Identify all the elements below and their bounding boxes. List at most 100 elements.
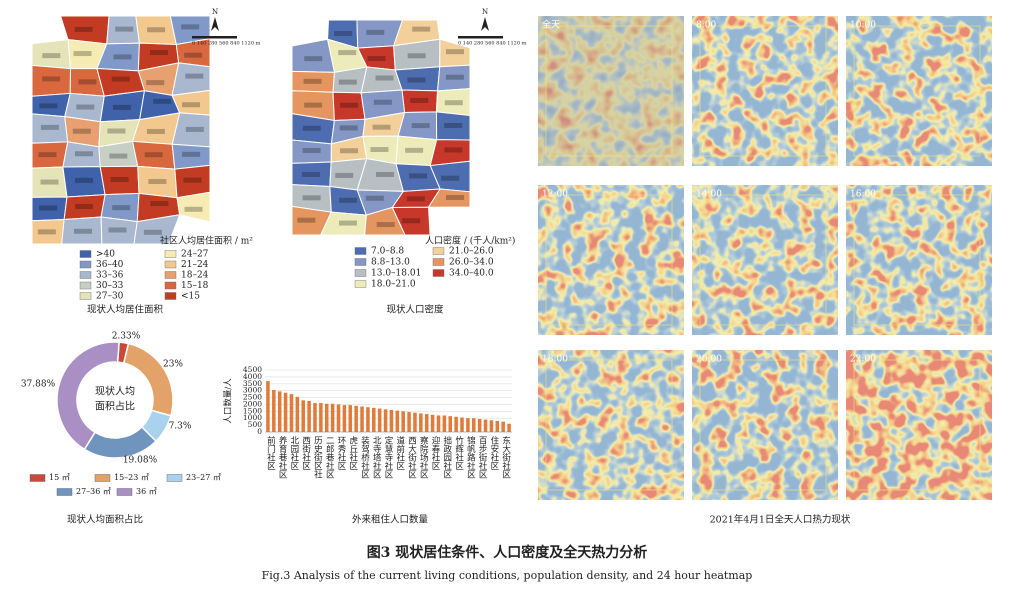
cell-label (445, 74, 464, 80)
cell-label (112, 104, 131, 110)
cell-label (365, 195, 384, 201)
legend-swatch (79, 260, 92, 269)
map-caption: 现状人均居住面积 (87, 304, 164, 316)
bar (436, 415, 441, 432)
y-tick-label: 1000 (243, 413, 262, 422)
cell-label (444, 100, 463, 106)
legend-swatch (354, 258, 367, 266)
bar (360, 406, 364, 432)
x-tick-label: 前门社区 (265, 435, 275, 470)
cell-label (75, 177, 94, 183)
legend-swatch (354, 269, 367, 277)
north-arrow (211, 17, 219, 31)
legend-swatch (432, 269, 445, 277)
cell-label (304, 56, 323, 62)
bar (330, 403, 335, 432)
cell-label (376, 171, 395, 177)
north-label: N (212, 8, 218, 16)
cell-label (146, 80, 165, 86)
legend-label: 36 ㎡ (136, 487, 157, 496)
legend-swatch (164, 281, 177, 290)
cell-label (376, 222, 395, 228)
cell-label (42, 53, 61, 59)
cell-label (297, 217, 316, 223)
legend-swatch (164, 271, 177, 279)
cell-label (110, 177, 129, 183)
x-tick-label: 虎丘社区 (348, 435, 358, 470)
bar (277, 391, 282, 432)
legend-swatch (79, 281, 92, 290)
legend-label: 36–40 (96, 260, 124, 270)
cell-label (405, 147, 424, 153)
heatmap-caption: 2021年4月1日全天人口热力现状 (710, 514, 851, 526)
bar (413, 412, 417, 432)
cell-label (441, 175, 460, 181)
figure-title-cn: 图3 现状居住条件、人口密度及全天热力分析 (367, 544, 648, 561)
x-tick-label: 道前社区 (395, 435, 405, 470)
x-tick-label: 北寺塔社区 (371, 436, 381, 479)
x-tick-label: 西大街社区 (407, 436, 417, 479)
map (31, 15, 211, 245)
cell-label (406, 196, 425, 202)
bar (372, 407, 376, 432)
legend-label: 27–36 ㎡ (76, 487, 111, 496)
bar (495, 420, 500, 432)
cell-label (78, 79, 97, 85)
legend-title: 人口密度 / (千人/km²) (425, 235, 515, 247)
x-tick-label: 北园社区 (289, 436, 299, 470)
bar (477, 418, 482, 432)
y-tick-label: 500 (248, 420, 263, 429)
map (291, 19, 471, 236)
study-area (853, 25, 981, 157)
x-tick-label: 西街社区 (301, 436, 311, 470)
donut-value-label: 2.33% (112, 332, 141, 342)
cell-label (150, 201, 169, 207)
heatmap-label: 8:00 (696, 21, 716, 31)
study-area (545, 194, 673, 326)
legend-swatch (79, 271, 92, 279)
cell-label (445, 49, 464, 55)
bar (283, 392, 288, 432)
y-axis-label: 人口数量/人 (223, 378, 234, 424)
legend-label: >40 (96, 250, 115, 260)
scale-bar (458, 36, 503, 39)
bar (454, 416, 458, 432)
legend-title: 社区人均居住面积 / m² (160, 235, 253, 247)
cell-label (373, 99, 392, 105)
bar (472, 418, 476, 432)
y-tick-label: 3000 (243, 386, 262, 395)
study-area (545, 359, 673, 491)
legend-label: 21.0–26.0 (449, 247, 494, 257)
bar (424, 414, 429, 432)
cell-label (340, 148, 359, 154)
legend-label: 13.0–18.01 (371, 269, 421, 279)
cell-label (302, 195, 321, 201)
scale-label: 0 140 280 560 840 1120 m (458, 41, 527, 47)
cell-label (444, 122, 463, 128)
bar (501, 421, 505, 432)
legend-swatch (164, 250, 177, 258)
north-arrow (481, 17, 489, 31)
cell-label (75, 203, 94, 209)
chart-caption: 外来租住人口数量 (352, 514, 429, 526)
north-label: N (482, 8, 488, 16)
donut-slice (56, 341, 120, 451)
bar (430, 414, 435, 432)
legend-label: 27–30 (96, 292, 124, 302)
bar (483, 419, 488, 432)
cell-label (40, 179, 59, 185)
study-area (545, 25, 673, 157)
cell-label (182, 102, 201, 108)
legend-label: 8.8–13.0 (371, 258, 410, 268)
cell-label (73, 51, 92, 57)
cell-label (37, 229, 56, 235)
y-tick-label: 2500 (243, 393, 262, 402)
cell-label (74, 26, 93, 32)
heatmap (846, 185, 992, 335)
x-tick-label: 二郎巷社区 (324, 436, 334, 479)
bar (442, 415, 447, 432)
cell-label (407, 77, 426, 83)
cell-label (375, 75, 394, 81)
heatmap-label: 14:00 (696, 190, 722, 200)
legend-swatch (354, 280, 367, 288)
